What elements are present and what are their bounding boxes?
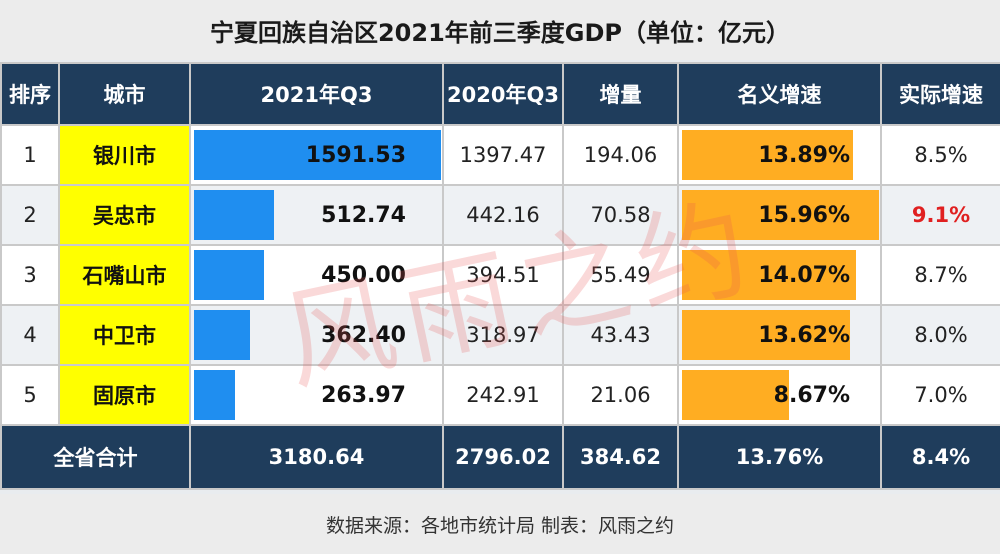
total-q3-2020: 2796.02 — [442, 424, 564, 490]
q3-2021-cell: 263.97 — [189, 364, 444, 426]
increase-cell: 43.43 — [562, 304, 679, 366]
increase-cell: 55.49 — [562, 244, 679, 306]
city-cell: 固原市 — [58, 364, 191, 426]
gdp-value-label: 450.00 — [321, 262, 406, 288]
growth-bar — [682, 310, 850, 360]
growth-bar — [682, 250, 856, 300]
growth-value-label: 15.96% — [758, 202, 850, 228]
header-rank: 排序 — [0, 62, 60, 126]
header-city: 城市 — [58, 62, 191, 126]
gdp-value-label: 512.74 — [321, 202, 406, 228]
gdp-bar — [194, 310, 250, 360]
real-growth-cell: 8.0% — [880, 304, 1000, 366]
q3-2020-cell: 242.91 — [442, 364, 564, 426]
header-q3-2020: 2020年Q3 — [442, 62, 564, 126]
source-note: 数据来源：各地市统计局 制表：风雨之约 — [0, 494, 1000, 554]
nominal-growth-cell: 14.07% — [677, 244, 882, 306]
growth-value-label: 13.62% — [758, 322, 850, 348]
nominal-growth-cell: 15.96% — [677, 184, 882, 246]
growth-value-label: 14.07% — [758, 262, 850, 288]
q3-2021-cell: 1591.53 — [189, 124, 444, 186]
growth-value-label: 8.67% — [773, 382, 850, 408]
gdp-bar — [194, 130, 441, 180]
real-growth-cell: 7.0% — [880, 364, 1000, 426]
q3-2021-cell: 450.00 — [189, 244, 444, 306]
city-cell: 石嘴山市 — [58, 244, 191, 306]
q3-2020-cell: 394.51 — [442, 244, 564, 306]
header-q3-2021: 2021年Q3 — [189, 62, 444, 126]
chart-title: 宁夏回族自治区2021年前三季度GDP（单位：亿元） — [0, 0, 1000, 60]
rank-cell: 2 — [0, 184, 60, 246]
nominal-growth-cell: 8.67% — [677, 364, 882, 426]
rank-cell: 3 — [0, 244, 60, 306]
table-row: 2 吴忠市 512.74 442.16 70.58 15.96% 9.1% — [0, 184, 1000, 246]
total-real-growth: 8.4% — [880, 424, 1000, 490]
total-label: 全省合计 — [0, 424, 191, 490]
growth-bar — [682, 190, 879, 240]
increase-cell: 194.06 — [562, 124, 679, 186]
gdp-value-label: 263.97 — [321, 382, 406, 408]
q3-2020-cell: 442.16 — [442, 184, 564, 246]
growth-value-label: 13.89% — [758, 142, 850, 168]
table-row: 4 中卫市 362.40 318.97 43.43 13.62% 8.0% — [0, 304, 1000, 366]
city-cell: 吴忠市 — [58, 184, 191, 246]
table-row: 3 石嘴山市 450.00 394.51 55.49 14.07% 8.7% — [0, 244, 1000, 306]
growth-bar — [682, 370, 789, 420]
gdp-bar — [194, 250, 264, 300]
gdp-table: 排序 城市 2021年Q3 2020年Q3 增量 名义增速 实际增速 1 银川市 1… — [0, 62, 1000, 490]
rank-cell: 5 — [0, 364, 60, 426]
rank-cell: 1 — [0, 124, 60, 186]
total-increase: 384.62 — [562, 424, 679, 490]
table-row: 1 银川市 1591.53 1397.47 194.06 13.89% 8.5% — [0, 124, 1000, 186]
q3-2021-cell: 362.40 — [189, 304, 444, 366]
nominal-growth-cell: 13.89% — [677, 124, 882, 186]
increase-cell: 70.58 — [562, 184, 679, 246]
city-cell: 中卫市 — [58, 304, 191, 366]
rank-cell: 4 — [0, 304, 60, 366]
q3-2020-cell: 318.97 — [442, 304, 564, 366]
nominal-growth-cell: 13.62% — [677, 304, 882, 366]
real-growth-cell: 9.1% — [880, 184, 1000, 246]
increase-cell: 21.06 — [562, 364, 679, 426]
header-row: 排序 城市 2021年Q3 2020年Q3 增量 名义增速 实际增速 — [0, 62, 1000, 126]
total-q3-2021: 3180.64 — [189, 424, 444, 490]
total-row: 全省合计 3180.64 2796.02 384.62 13.76% 8.4% — [0, 424, 1000, 490]
gdp-bar — [194, 370, 235, 420]
city-cell: 银川市 — [58, 124, 191, 186]
gdp-bar — [194, 190, 274, 240]
growth-bar — [682, 130, 853, 180]
real-growth-cell: 8.5% — [880, 124, 1000, 186]
header-nominal-growth: 名义增速 — [677, 62, 882, 126]
gdp-value-label: 362.40 — [321, 322, 406, 348]
q3-2021-cell: 512.74 — [189, 184, 444, 246]
total-nominal-growth: 13.76% — [677, 424, 882, 490]
table-row: 5 固原市 263.97 242.91 21.06 8.67% 7.0% — [0, 364, 1000, 426]
gdp-value-label: 1591.53 — [305, 142, 406, 168]
q3-2020-cell: 1397.47 — [442, 124, 564, 186]
real-growth-cell: 8.7% — [880, 244, 1000, 306]
header-increase: 增量 — [562, 62, 679, 126]
header-real-growth: 实际增速 — [880, 62, 1000, 126]
